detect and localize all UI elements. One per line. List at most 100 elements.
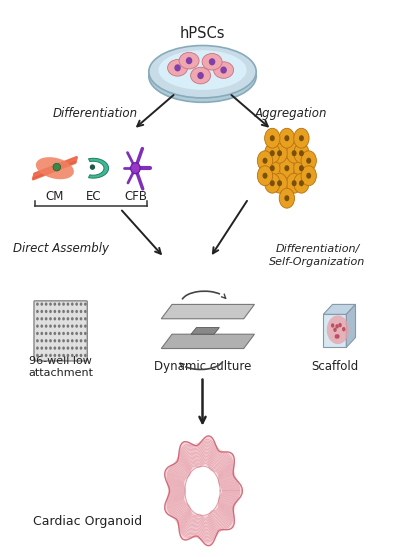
Ellipse shape [62,346,65,350]
Polygon shape [185,466,220,515]
Ellipse shape [40,354,43,357]
Ellipse shape [49,346,52,350]
Ellipse shape [209,58,215,65]
Ellipse shape [71,354,73,357]
Ellipse shape [58,302,61,306]
Ellipse shape [71,310,73,313]
Text: EB: EB [279,190,295,203]
Ellipse shape [71,317,73,320]
Ellipse shape [67,317,69,320]
Text: Differentiation/
Self-Organization: Differentiation/ Self-Organization [270,244,366,267]
Ellipse shape [67,310,69,313]
Ellipse shape [131,163,140,174]
Ellipse shape [54,302,56,306]
Ellipse shape [67,346,69,350]
Ellipse shape [71,339,73,343]
Ellipse shape [84,346,87,350]
Ellipse shape [40,346,43,350]
Ellipse shape [58,317,61,320]
Ellipse shape [270,165,275,171]
Ellipse shape [333,328,337,332]
Ellipse shape [54,310,56,313]
Polygon shape [191,328,220,334]
Ellipse shape [306,158,311,164]
Polygon shape [161,305,254,319]
Ellipse shape [90,164,95,170]
Ellipse shape [292,180,297,186]
Ellipse shape [270,180,275,186]
Ellipse shape [158,50,247,90]
Ellipse shape [75,317,78,320]
Ellipse shape [279,158,295,178]
Ellipse shape [49,317,52,320]
Ellipse shape [62,332,65,335]
Ellipse shape [67,339,69,343]
Ellipse shape [279,188,295,208]
Ellipse shape [299,180,304,186]
Ellipse shape [58,346,61,350]
Ellipse shape [45,317,48,320]
Ellipse shape [49,332,52,335]
Ellipse shape [62,339,65,343]
Ellipse shape [277,180,282,186]
Ellipse shape [299,135,304,141]
Ellipse shape [265,143,280,163]
Ellipse shape [58,310,61,313]
Ellipse shape [58,332,61,335]
Ellipse shape [62,302,65,306]
Text: Aggregation: Aggregation [254,106,327,120]
Polygon shape [165,436,243,546]
Ellipse shape [168,60,187,76]
Ellipse shape [36,332,39,335]
Ellipse shape [284,195,289,201]
Ellipse shape [40,332,43,335]
Ellipse shape [277,150,282,157]
Ellipse shape [84,332,87,335]
Ellipse shape [40,310,43,313]
Ellipse shape [67,325,69,328]
Ellipse shape [54,332,56,335]
Ellipse shape [80,332,82,335]
Ellipse shape [75,310,78,313]
Ellipse shape [75,325,78,328]
Ellipse shape [270,135,275,141]
Ellipse shape [197,72,204,79]
Polygon shape [323,314,346,348]
Ellipse shape [80,325,82,328]
Polygon shape [323,305,355,314]
Ellipse shape [287,173,302,193]
Ellipse shape [71,332,73,335]
Polygon shape [89,158,108,178]
Ellipse shape [62,325,65,328]
Ellipse shape [306,173,311,179]
Ellipse shape [62,317,65,320]
Ellipse shape [75,332,78,335]
Ellipse shape [294,173,309,193]
Ellipse shape [40,317,43,320]
Polygon shape [161,334,254,349]
Ellipse shape [75,302,78,306]
Ellipse shape [338,323,342,328]
Ellipse shape [54,346,56,350]
Ellipse shape [58,339,61,343]
Ellipse shape [262,173,268,179]
Ellipse shape [80,339,82,343]
Ellipse shape [40,325,43,328]
Ellipse shape [84,310,87,313]
Ellipse shape [40,339,43,343]
Ellipse shape [292,150,297,157]
Text: hPSCs: hPSCs [180,26,225,41]
Ellipse shape [80,310,82,313]
Ellipse shape [36,354,39,357]
Ellipse shape [220,66,227,74]
Ellipse shape [299,150,304,157]
Ellipse shape [67,354,69,357]
Polygon shape [346,305,355,348]
Ellipse shape [54,325,56,328]
Text: CFB: CFB [124,190,147,203]
Ellipse shape [75,339,78,343]
Ellipse shape [84,339,87,343]
Ellipse shape [54,354,56,357]
Text: Dynamic culture: Dynamic culture [154,360,251,373]
Ellipse shape [54,339,56,343]
